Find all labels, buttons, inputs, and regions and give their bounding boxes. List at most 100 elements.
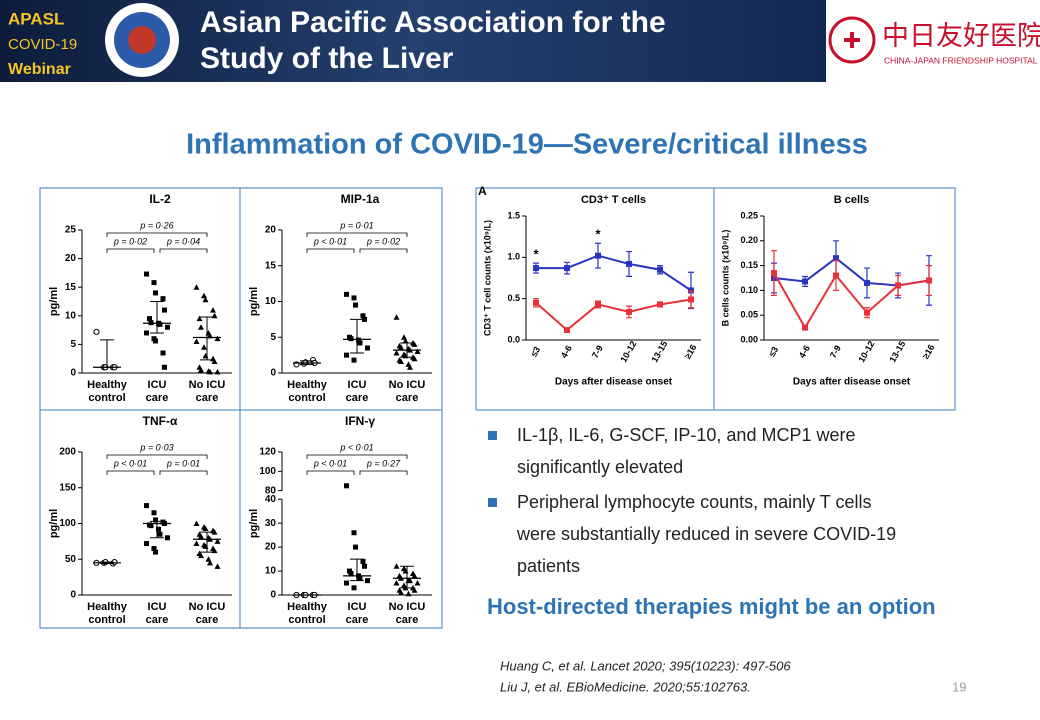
x-tick-label: 7-9: [590, 344, 605, 360]
panel-frame: [39, 187, 443, 629]
bullet-text: patients: [517, 556, 580, 576]
data-point: [162, 364, 167, 370]
bracket: [106, 454, 208, 459]
bullet-marker: [488, 431, 497, 440]
y-tick-label: 0: [270, 590, 276, 601]
bracket: [306, 454, 408, 459]
reference: Liu J, et al. EBioMedicine. 2020;55:1027…: [500, 679, 751, 694]
y-tick-label: 15: [265, 260, 277, 271]
p-value: p = 0·01: [339, 220, 373, 230]
panel-letter: A: [478, 184, 487, 198]
hospital-name: 中日友好医院: [882, 21, 1040, 51]
data-point: [688, 287, 694, 294]
data-point: [214, 335, 221, 342]
y-tick-label: 100: [259, 466, 276, 477]
iqr-whisker: [350, 318, 364, 354]
data-point: [353, 544, 358, 550]
data-point: [201, 344, 207, 350]
p-value: p = 0·26: [139, 220, 173, 230]
data-point: [198, 552, 204, 559]
data-point: [533, 299, 539, 306]
p-value: p < 0·01: [339, 442, 373, 452]
data-point: [833, 255, 839, 262]
data-point: [402, 337, 409, 344]
y-tick-label: 20: [265, 542, 277, 553]
badge-text: COVID-19: [8, 36, 77, 53]
x-tick-label: ≤3: [767, 345, 781, 359]
data-point: [398, 589, 404, 596]
y-tick-label: 80: [265, 485, 277, 496]
data-point: [153, 338, 158, 344]
iqr-whisker: [150, 301, 164, 334]
bullet-text: Peripheral lymphocyte counts, mainly T c…: [517, 492, 872, 512]
y-tick-label: 10: [65, 310, 77, 321]
header-title: Asian Pacific Association for the: [200, 6, 666, 39]
x-tick-label: Healthy: [87, 601, 128, 613]
badge-text: Webinar: [8, 61, 71, 78]
y-tick-label: 150: [59, 482, 76, 493]
data-point: [198, 367, 204, 373]
data-point: [348, 570, 354, 576]
data-point: [144, 330, 149, 336]
data-point: [407, 577, 413, 584]
y-tick-label: 1.5: [507, 210, 520, 220]
y-tick-label: 120: [259, 447, 276, 458]
data-point: [356, 337, 361, 343]
p-value: p < 0·01: [313, 236, 347, 246]
data-point: [157, 321, 163, 327]
data-point: [344, 291, 349, 297]
data-point: [214, 563, 221, 569]
data-point: [207, 368, 213, 375]
data-point: [357, 340, 363, 346]
y-tick-label: 0.15: [740, 260, 758, 270]
data-point: [393, 349, 400, 356]
x-tick-label: Healthy: [287, 379, 328, 391]
bracket: [306, 248, 355, 253]
bracket: [159, 248, 208, 253]
bracket: [306, 232, 408, 237]
panel-frame: [475, 187, 956, 411]
x-tick-label: ICU: [148, 379, 167, 391]
data-point: [626, 260, 632, 267]
data-point: [151, 510, 157, 516]
bracket: [359, 248, 408, 253]
bullet-text: significantly elevated: [517, 457, 683, 477]
data-point: [162, 307, 167, 313]
y-tick-label: 0.25: [740, 210, 758, 220]
y-tick-label: 0.05: [740, 310, 758, 320]
data-point: [144, 271, 149, 277]
x-tick-label: ≥16: [920, 343, 936, 361]
y-tick-label: 20: [265, 225, 277, 236]
series-line: [535, 298, 692, 332]
bracket: [359, 470, 408, 475]
data-point: [564, 327, 570, 334]
data-point: [362, 563, 367, 569]
x-tick-label: care: [196, 614, 219, 626]
data-point: [153, 290, 158, 296]
series-line: [773, 256, 930, 287]
data-point: [193, 540, 200, 547]
x-tick-label: No ICU: [389, 379, 426, 391]
p-value: p = 0·02: [366, 236, 400, 246]
y-tick-label: 0.5: [507, 293, 520, 303]
y-tick-label: 0: [70, 590, 76, 601]
data-point: [351, 295, 357, 301]
x-tick-label: control: [88, 614, 125, 626]
data-point: [144, 541, 149, 547]
panel-title: B cells: [834, 194, 869, 206]
data-point: [357, 575, 363, 581]
data-point: [210, 307, 216, 313]
bullet-text: were substantially reduced in severe COV…: [516, 524, 896, 544]
data-point: [365, 345, 370, 351]
iqr-whisker: [400, 565, 414, 589]
data-point: [365, 578, 370, 584]
x-tick-label: ≤3: [529, 345, 543, 359]
data-point: [411, 341, 418, 347]
bracket: [106, 248, 155, 253]
p-value: p = 0·01: [166, 458, 200, 468]
data-point: [657, 266, 663, 273]
x-tick-label: Healthy: [87, 379, 128, 391]
data-point: [151, 280, 157, 286]
y-axis-label: B cells counts (x10⁹/L): [720, 230, 730, 327]
x-tick-label: No ICU: [189, 601, 226, 613]
